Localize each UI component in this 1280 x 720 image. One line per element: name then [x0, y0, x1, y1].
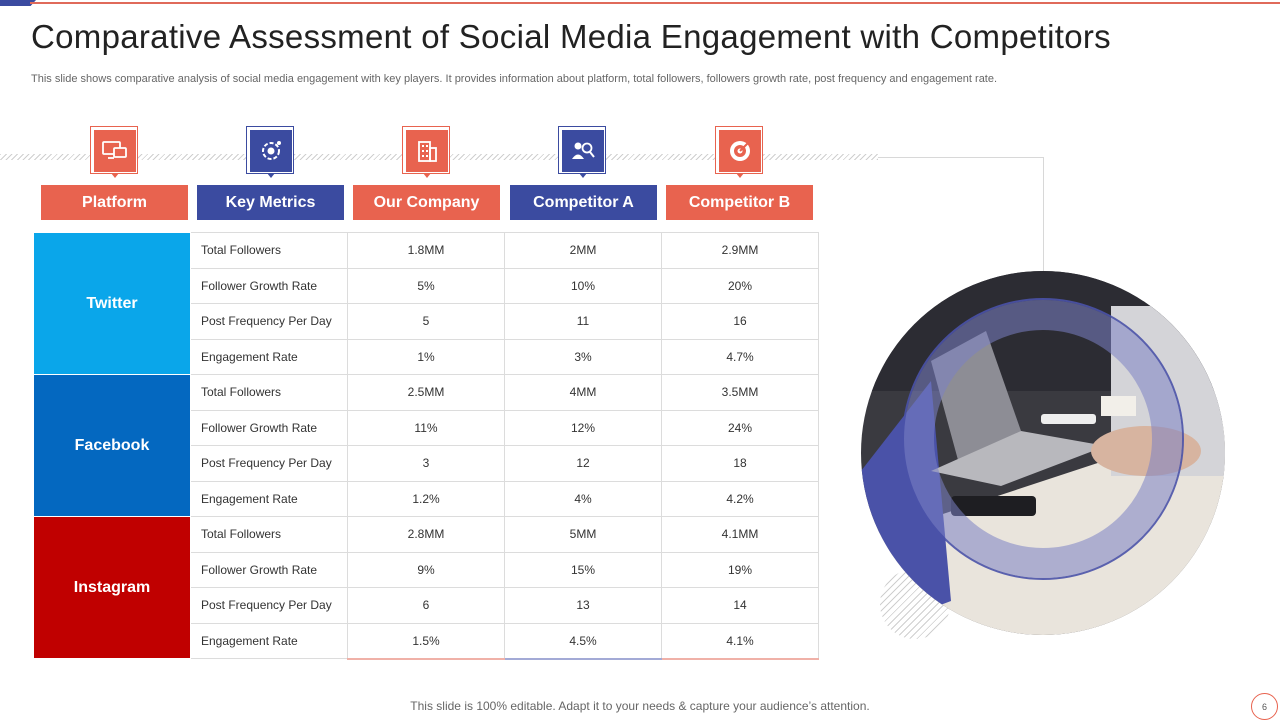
- metric-label: Total Followers: [190, 516, 348, 553]
- platform-twitter: Twitter: [33, 232, 191, 375]
- table-row: Twitter Total Followers 1.8MM 2MM 2.9MM: [33, 232, 819, 375]
- connector-line: [1043, 157, 1044, 272]
- competitor-b-value: 4.1%: [661, 622, 819, 660]
- building-icon: [402, 126, 450, 178]
- metric-label: Follower Growth Rate: [190, 267, 348, 304]
- competitor-b-value: 4.1MM: [661, 516, 819, 553]
- table-row: Post Frequency Per Day 5 11 16: [34, 303, 819, 340]
- metric-label: Engagement Rate: [190, 480, 348, 517]
- our-company-value: 1.5%: [347, 622, 505, 660]
- metrics-gear-icon: [246, 126, 294, 178]
- metric-label: Total Followers: [190, 374, 348, 411]
- metric-label: Follower Growth Rate: [190, 551, 348, 588]
- header-our-company: Our Company: [353, 185, 500, 220]
- metric-label: Follower Growth Rate: [190, 409, 348, 446]
- header-competitor-a: Competitor A: [510, 185, 657, 220]
- table-row: Follower Growth Rate 9% 15% 19%: [34, 551, 819, 588]
- header-platform: Platform: [41, 185, 188, 220]
- competitor-b-value: 4.7%: [661, 338, 819, 375]
- table-row: Follower Growth Rate 11% 12% 24%: [34, 409, 819, 446]
- competitor-a-value: 5MM: [504, 516, 662, 553]
- monitor-icon: [90, 126, 138, 178]
- competitor-b-value: 4.2%: [661, 480, 819, 517]
- metric-label: Engagement Rate: [190, 622, 348, 659]
- metric-label: Engagement Rate: [190, 338, 348, 375]
- competitor-b-value: 16: [661, 303, 819, 340]
- competitor-b-value: 2.9MM: [661, 232, 819, 269]
- platform-instagram: Instagram: [33, 516, 191, 659]
- competitor-a-value: 4%: [504, 480, 662, 517]
- table-row: Instagram Total Followers 2.8MM 5MM 4.1M…: [33, 516, 819, 659]
- our-company-value: 1%: [347, 338, 505, 375]
- our-company-value: 5%: [347, 267, 505, 304]
- metric-label: Total Followers: [190, 232, 348, 269]
- our-company-value: 11%: [347, 409, 505, 446]
- platform-facebook: Facebook: [33, 374, 191, 517]
- our-company-value: 2.8MM: [347, 516, 505, 553]
- page-number: 6: [1251, 693, 1278, 720]
- competitor-a-value: 10%: [504, 267, 662, 304]
- our-company-value: 9%: [347, 551, 505, 588]
- competitor-a-value: 2MM: [504, 232, 662, 269]
- competitor-b-value: 24%: [661, 409, 819, 446]
- table-row: Facebook Total Followers 2.5MM 4MM 3.5MM: [33, 374, 819, 517]
- our-company-value: 6: [347, 587, 505, 624]
- target-icon: [715, 126, 763, 178]
- competitor-b-value: 14: [661, 587, 819, 624]
- people-search-icon: [558, 126, 606, 178]
- our-company-value: 1.2%: [347, 480, 505, 517]
- competitor-a-value: 13: [504, 587, 662, 624]
- slide-title: Comparative Assessment of Social Media E…: [31, 18, 1111, 55]
- competitor-b-value: 19%: [661, 551, 819, 588]
- table-row: Post Frequency Per Day 3 12 18: [34, 445, 819, 482]
- comparison-table: Twitter Total Followers 1.8MM 2MM 2.9MM …: [33, 232, 819, 660]
- competitor-a-value: 11: [504, 303, 662, 340]
- top-divider-line: [30, 2, 1280, 4]
- competitor-b-value: 20%: [661, 267, 819, 304]
- competitor-a-value: 4.5%: [504, 622, 662, 660]
- header-key-metrics: Key Metrics: [197, 185, 344, 220]
- competitor-a-value: 12: [504, 445, 662, 482]
- competitor-b-value: 18: [661, 445, 819, 482]
- competitor-a-value: 15%: [504, 551, 662, 588]
- competitor-b-value: 3.5MM: [661, 374, 819, 411]
- table-row: Engagement Rate 1.2% 4% 4.2%: [34, 480, 819, 517]
- our-company-value: 1.8MM: [347, 232, 505, 269]
- our-company-value: 5: [347, 303, 505, 340]
- table-row: Engagement Rate 1.5% 4.5% 4.1%: [34, 622, 819, 660]
- competitor-a-value: 4MM: [504, 374, 662, 411]
- top-accent-bar: [0, 0, 36, 6]
- competitor-a-value: 3%: [504, 338, 662, 375]
- table-row: Post Frequency Per Day 6 13 14: [34, 587, 819, 624]
- metric-label: Post Frequency Per Day: [190, 587, 348, 624]
- header-competitor-b: Competitor B: [666, 185, 813, 220]
- slide-subtitle: This slide shows comparative analysis of…: [31, 73, 998, 85]
- table-row: Engagement Rate 1% 3% 4.7%: [34, 338, 819, 375]
- metric-label: Post Frequency Per Day: [190, 303, 348, 340]
- competitor-a-value: 12%: [504, 409, 662, 446]
- connector-line: [878, 157, 1044, 158]
- footer-note: This slide is 100% editable. Adapt it to…: [410, 699, 870, 713]
- our-company-value: 2.5MM: [347, 374, 505, 411]
- office-photo: [861, 271, 1225, 635]
- our-company-value: 3: [347, 445, 505, 482]
- metric-label: Post Frequency Per Day: [190, 445, 348, 482]
